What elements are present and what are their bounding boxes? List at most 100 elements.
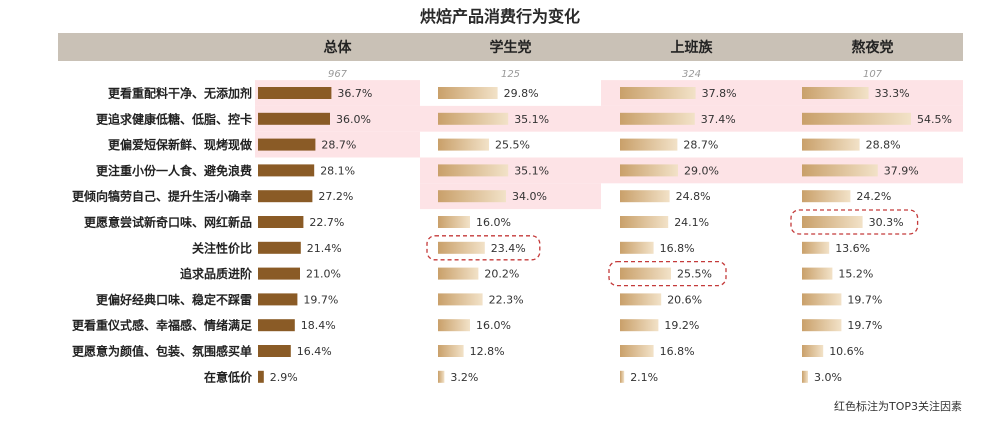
- value-label: 28.1%: [320, 164, 355, 177]
- bar: [802, 164, 878, 177]
- value-label: 19.7%: [847, 319, 882, 332]
- value-label: 16.0%: [476, 216, 511, 229]
- bar: [438, 267, 479, 280]
- bar: [438, 370, 445, 383]
- bar: [620, 216, 669, 228]
- value-label: 29.8%: [504, 87, 539, 100]
- top3-callout-box: [608, 260, 727, 287]
- bar: [258, 241, 301, 254]
- group-header: 上班族: [671, 39, 714, 56]
- value-label: 13.6%: [835, 242, 870, 255]
- category-label: 更注重小份一人食、避免浪费: [96, 163, 252, 178]
- category-label: 更偏爱短保新鲜、现烤现做: [108, 137, 253, 152]
- bar: [438, 345, 464, 357]
- bar: [438, 87, 498, 99]
- bar: [620, 345, 654, 357]
- value-label: 21.0%: [306, 268, 341, 281]
- bar: [802, 112, 911, 125]
- value-label: 3.2%: [450, 371, 478, 384]
- value-label: 33.3%: [875, 87, 910, 100]
- value-label: 34.0%: [512, 190, 547, 203]
- bar: [620, 293, 662, 306]
- value-label: 19.7%: [847, 293, 882, 306]
- top3-callout-box: [426, 235, 541, 261]
- bar: [438, 241, 485, 254]
- bar: [620, 87, 696, 99]
- bar: [258, 87, 332, 99]
- bar: [802, 138, 860, 151]
- category-label: 追求品质进阶: [180, 266, 253, 281]
- bar: [620, 138, 678, 151]
- bar: [620, 319, 659, 332]
- value-label: 3.0%: [814, 371, 842, 384]
- value-label: 22.3%: [489, 293, 524, 306]
- value-label: 20.6%: [667, 293, 702, 306]
- bar: [258, 345, 291, 357]
- bar: [802, 87, 869, 99]
- value-label: 20.2%: [484, 268, 519, 281]
- bar: [438, 112, 509, 125]
- value-label: 28.8%: [866, 139, 901, 152]
- bar: [438, 216, 470, 228]
- value-label: 12.8%: [470, 345, 505, 358]
- bar: [258, 190, 313, 203]
- chart-title: 烘焙产品消费行为变化: [419, 7, 580, 26]
- bar: [258, 319, 295, 332]
- category-label: 更追求健康低糖、低脂、控卡: [96, 111, 252, 126]
- bar: [258, 370, 264, 383]
- bar: [438, 190, 506, 203]
- value-label: 21.4%: [307, 242, 342, 255]
- bar: [802, 345, 824, 357]
- bar: [438, 293, 483, 306]
- value-label: 24.8%: [676, 190, 711, 203]
- group-header: 总体: [324, 39, 353, 56]
- sample-size: 324: [682, 69, 701, 80]
- value-label: 16.4%: [297, 345, 332, 358]
- value-label: 27.2%: [318, 190, 353, 203]
- value-label: 36.7%: [337, 87, 372, 100]
- bar: [258, 138, 316, 151]
- group-header: 熬夜党: [852, 39, 894, 56]
- category-label: 更倾向犒劳自己、提升生活小确幸: [72, 189, 252, 204]
- sample-size: 967: [328, 69, 348, 80]
- category-label: 更看重配料干净、无添加剂: [108, 86, 252, 101]
- value-label: 16.0%: [476, 319, 511, 332]
- value-label: 10.6%: [829, 345, 864, 358]
- value-label: 2.1%: [630, 371, 658, 384]
- group-header: 学生党: [490, 39, 532, 56]
- bar: [802, 370, 808, 383]
- bar: [802, 216, 863, 228]
- header-band: [58, 33, 963, 61]
- category-label: 更偏好经典口味、稳定不踩雷: [96, 292, 252, 307]
- bar: [802, 241, 830, 254]
- bar: [620, 190, 670, 203]
- value-label: 2.9%: [270, 371, 298, 384]
- bar: [620, 164, 678, 177]
- value-label: 28.7%: [321, 139, 356, 152]
- value-label: 35.1%: [514, 164, 549, 177]
- value-label: 16.8%: [660, 242, 695, 255]
- bar: [620, 241, 654, 254]
- sample-size: 107: [863, 69, 883, 80]
- bar: [620, 370, 625, 383]
- bar: [620, 267, 671, 280]
- bar: [438, 164, 509, 177]
- value-label: 22.7%: [309, 216, 344, 229]
- value-label: 37.4%: [701, 113, 736, 126]
- value-label: 35.1%: [514, 113, 549, 126]
- bar: [258, 293, 298, 306]
- value-label: 23.4%: [491, 242, 526, 255]
- bar: [258, 267, 300, 280]
- value-label: 19.2%: [664, 319, 699, 332]
- category-label: 更愿意为颜值、包装、氛围感买单: [72, 344, 252, 359]
- value-label: 24.2%: [856, 190, 891, 203]
- bar: [438, 319, 470, 332]
- value-label: 16.8%: [660, 345, 695, 358]
- bar: [802, 293, 842, 306]
- value-label: 18.4%: [301, 319, 336, 332]
- value-label: 25.5%: [495, 139, 530, 152]
- top3-callout-box: [790, 209, 919, 235]
- bar: [258, 164, 315, 177]
- category-label: 在意低价: [204, 369, 253, 384]
- sample-size: 125: [501, 69, 520, 80]
